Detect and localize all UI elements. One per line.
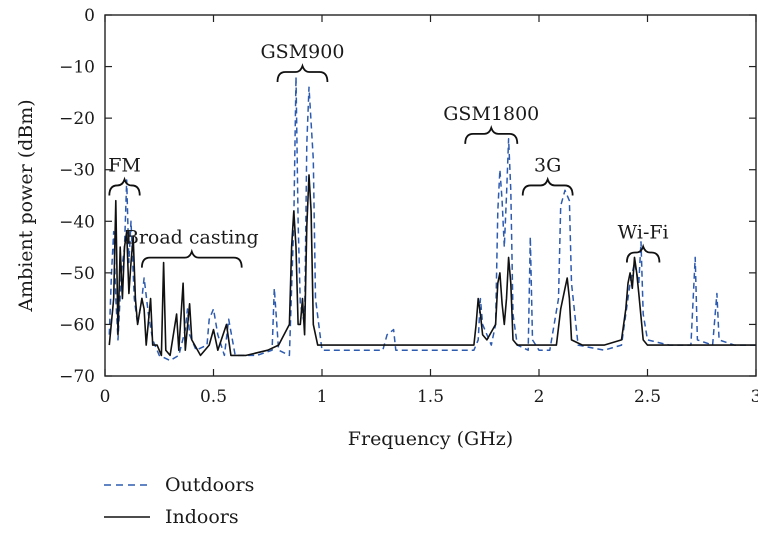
series-line-outdoors — [108, 76, 756, 362]
band-label: Broad casting — [125, 227, 259, 249]
band-brace — [521, 176, 574, 196]
x-tick-label: 0 — [100, 387, 111, 407]
series-layer — [108, 76, 756, 362]
series-line-indoors — [108, 174, 756, 357]
band-brace — [108, 176, 141, 196]
plot-frame — [104, 14, 757, 377]
band-label: GSM1800 — [443, 103, 539, 125]
x-tick-label: 2.5 — [634, 387, 661, 407]
x-axis-label: Frequency (GHz) — [348, 428, 513, 450]
legend-label-outdoors: Outdoors — [165, 474, 254, 496]
band-label: Wi-Fi — [618, 221, 669, 243]
band-brace — [140, 248, 243, 268]
y-tick-label: −40 — [59, 212, 95, 232]
band-brace — [276, 63, 329, 83]
y-tick-label: −10 — [59, 58, 95, 78]
x-tick-label: 2 — [534, 387, 545, 407]
tick-layer: 0 0.5 1 1.5 2 2.5 3 0 −10 −20 −30 −40 −50 −60 −70 — [59, 6, 758, 407]
band-label: FM — [108, 154, 141, 176]
x-tick-label: 1 — [317, 387, 328, 407]
legend: Outdoors Indoors — [104, 474, 254, 528]
band-brace — [625, 243, 661, 263]
band-brace — [464, 125, 519, 144]
x-tick-label: 1.5 — [417, 387, 444, 407]
y-tick-label: −60 — [59, 315, 95, 335]
annotation-layer: FM Broad casting GSM900 GSM1800 3G Wi-Fi — [108, 41, 669, 268]
x-tick-label: 0.5 — [200, 387, 227, 407]
y-tick-label: 0 — [84, 6, 95, 26]
x-tick-label: 3 — [751, 387, 758, 407]
band-label: 3G — [534, 154, 561, 176]
y-axis-label: Ambient power (dBm) — [15, 99, 37, 312]
band-label: GSM900 — [261, 41, 345, 63]
y-tick-label: −70 — [59, 367, 95, 387]
y-tick-label: −30 — [59, 161, 95, 181]
legend-label-indoors: Indoors — [165, 506, 239, 528]
y-tick-label: −50 — [59, 264, 95, 284]
y-tick-label: −20 — [59, 109, 95, 129]
